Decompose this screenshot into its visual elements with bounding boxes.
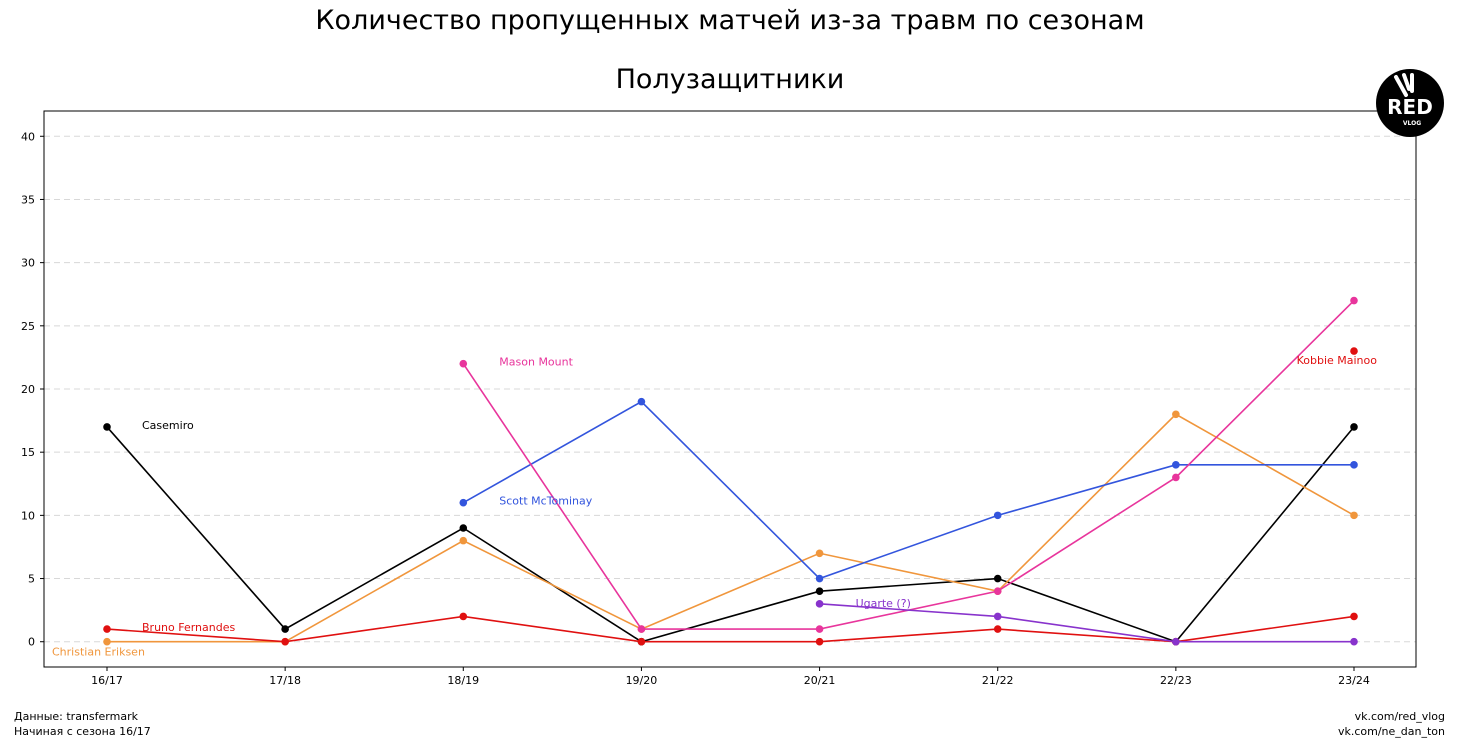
logo-subtext: VLOG (1403, 120, 1421, 127)
point-mason-mount-22-23 (1172, 473, 1180, 482)
point-bruno-fernandes-17-18 (281, 637, 289, 646)
point-casemiro-20-21 (815, 587, 824, 595)
ytick-label: 40 (21, 130, 35, 143)
ytick-label: 15 (21, 446, 35, 459)
series-lines (103, 296, 1358, 646)
point-mason-mount-20-21 (815, 625, 824, 633)
ytick-label: 30 (21, 257, 35, 270)
point-casemiro-21-22 (993, 574, 1002, 583)
series-line-christian-eriksen (107, 413, 1355, 643)
source-text: Данные: transfermark (14, 710, 138, 723)
point-scott-mctominay-18-19 (459, 498, 468, 507)
xtick-label: 17/18 (269, 674, 301, 687)
point-bruno-fernandes-23-24 (1350, 612, 1358, 621)
point-casemiro-23-24 (1350, 423, 1358, 431)
ytick-label: 0 (28, 636, 35, 649)
series-label-ugarte: Ugarte (?) (856, 597, 911, 610)
series-label-christian-eriksen: Christian Eriksen (52, 646, 145, 659)
point-bruno-fernandes-20-21 (815, 637, 824, 646)
xtick-label: 20/21 (804, 674, 836, 687)
link-red-vlog[interactable]: vk.com/red_vlog (1354, 710, 1445, 723)
grid-lines (44, 135, 1416, 643)
point-scott-mctominay-20-21 (815, 574, 824, 583)
since-text: Начиная с сезона 16/17 (14, 725, 151, 738)
point-casemiro-16-17 (103, 423, 111, 431)
xtick-label: 19/20 (626, 674, 658, 687)
point-scott-mctominay-21-22 (993, 511, 1002, 520)
series-labels: Casemiro Christian Eriksen Bruno Fernandes… (52, 354, 1377, 659)
point-bruno-fernandes-21-22 (993, 625, 1002, 633)
point-christian-eriksen-18-19 (459, 536, 468, 545)
axes: 0 5 10 15 20 25 30 35 40 16/17 17/18 18/19 19/20 20/2… (21, 110, 1417, 687)
point-bruno-fernandes-19-20 (637, 637, 646, 646)
xtick-label: 22/23 (1160, 674, 1192, 687)
point-bruno-fernandes-16-17 (103, 625, 111, 633)
xtick-label: 18/19 (447, 674, 479, 687)
point-casemiro-18-19 (459, 524, 468, 532)
series-label-scott-mctominay: Scott McTominay (499, 495, 592, 508)
ytick-label: 10 (21, 509, 35, 522)
point-mason-mount-19-20 (637, 625, 646, 633)
series-line-scott-mctominay (462, 400, 1354, 580)
series-line-bruno-fernandes (106, 615, 1355, 643)
series-label-kobbie-mainoo: Kobbie Mainoo (1297, 354, 1378, 367)
point-christian-eriksen-23-24 (1350, 511, 1358, 520)
point-christian-eriksen-20-21 (815, 549, 824, 558)
ytick-label: 35 (21, 193, 35, 206)
series-line-casemiro (106, 426, 1355, 643)
footer-source: Данные: transfermark Начиная с сезона 16… (14, 709, 151, 739)
point-christian-eriksen-22-23 (1172, 410, 1180, 419)
chart-title: Количество пропущенных матчей из-за трав… (315, 5, 1145, 36)
xtick-label: 21/22 (982, 674, 1014, 687)
point-bruno-fernandes-18-19 (459, 612, 468, 621)
link-ne-dan-ton[interactable]: vk.com/ne_dan_ton (1337, 725, 1445, 738)
point-ugarte-23-24 (1350, 637, 1358, 646)
point-ugarte-20-21 (815, 600, 824, 608)
logo-text: RED (1387, 95, 1433, 119)
ytick-label: 5 (28, 573, 35, 586)
red-vlog-logo: RED VLOG (1376, 69, 1444, 137)
point-ugarte-22-23 (1172, 637, 1180, 646)
series-label-casemiro: Casemiro (142, 419, 194, 432)
xtick-label: 23/24 (1338, 674, 1370, 687)
footer-links: vk.com/red_vlog vk.com/ne_dan_ton (1338, 709, 1445, 739)
point-scott-mctominay-23-24 (1350, 461, 1358, 469)
point-christian-eriksen-16-17 (103, 637, 111, 646)
ytick-label: 20 (21, 383, 35, 396)
series-label-mason-mount: Mason Mount (499, 356, 573, 369)
plot-frame (43, 110, 1417, 668)
xtick-label: 16/17 (91, 674, 123, 687)
point-kobbie-mainoo-23-24 (1350, 347, 1358, 355)
series-label-bruno-fernandes: Bruno Fernandes (142, 621, 235, 634)
ytick-label: 25 (21, 320, 35, 333)
point-mason-mount-18-19 (459, 359, 468, 368)
point-casemiro-17-18 (281, 625, 289, 633)
chart-subtitle: Полузащитники (615, 64, 845, 95)
series-line-ugarte (819, 603, 1354, 643)
point-scott-mctominay-19-20 (637, 397, 646, 406)
point-scott-mctominay-22-23 (1172, 461, 1180, 469)
point-ugarte-21-22 (993, 612, 1002, 621)
point-mason-mount-21-22 (993, 587, 1002, 595)
point-mason-mount-23-24 (1350, 296, 1358, 305)
